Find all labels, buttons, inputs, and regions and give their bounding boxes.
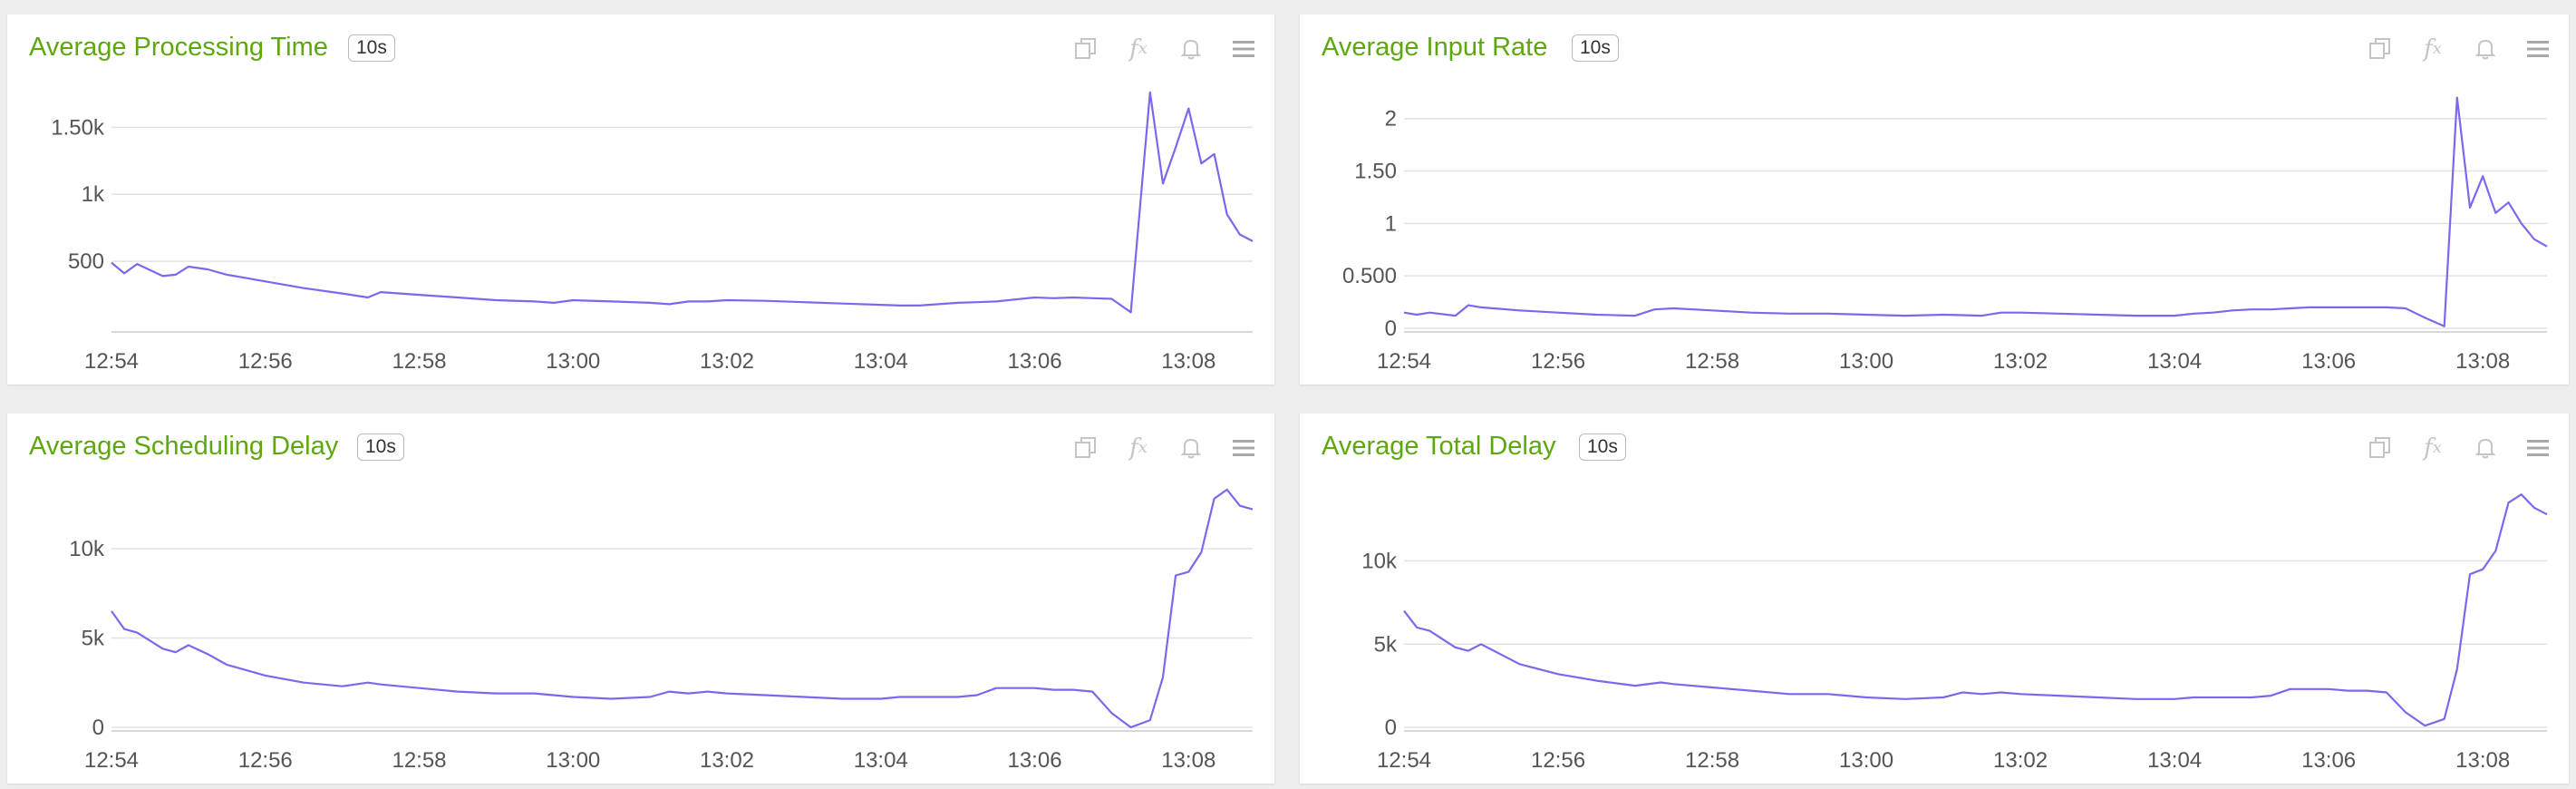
y-tick-label: 2 [1385,107,1397,132]
x-tick-label: 12:58 [1685,349,1739,374]
copy-icon[interactable] [1071,433,1100,463]
x-tick-label: 13:00 [1839,748,1893,773]
x-tick-label: 13:08 [2455,349,2510,374]
y-tick-label: 1.50k [51,115,105,140]
x-tick-label: 13:02 [1993,748,2048,773]
panel-title[interactable]: Average Input Rate [1322,33,1548,62]
copy-icon[interactable] [2366,433,2395,463]
x-tick-label: 13:02 [700,349,754,374]
x-tick-label: 13:04 [854,349,908,374]
series-line [1403,96,2548,327]
x-tick-label: 13:00 [546,349,600,374]
y-tick-label: 0 [1385,317,1397,341]
panel-title[interactable]: Average Scheduling Delay [29,432,339,461]
x-tick-label: 12:58 [1685,748,1739,773]
menu-icon[interactable] [2523,34,2552,63]
menu-icon[interactable] [2523,433,2552,463]
y-tick-label: 0 [92,716,104,740]
copy-icon[interactable] [2366,34,2395,63]
y-tick-label: 10k [1361,550,1398,574]
x-tick-label: 13:06 [2301,748,2356,773]
interval-badge: 10s [348,34,395,62]
panel-title[interactable]: Average Total Delay [1322,432,1556,461]
x-tick-label: 13:08 [2455,748,2510,773]
bell-icon[interactable] [2471,34,2500,63]
y-tick-label: 500 [68,249,104,274]
x-tick-label: 13:08 [1161,748,1215,773]
line-chart: 0 0.500 1 1.50 2 12:54 12:56 12:58 13:00 13:02 13:… [1342,96,2548,374]
panel-title[interactable]: Average Processing Time [29,33,328,62]
y-tick-label: 5k [1374,632,1398,657]
x-tick-label: 12:54 [1377,748,1431,773]
x-tick-label: 13:02 [1993,349,2048,374]
y-tick-label: 1k [82,182,105,207]
x-tick-label: 13:00 [546,748,600,773]
bell-icon[interactable] [2471,433,2500,463]
x-tick-label: 12:54 [84,349,139,374]
bell-icon[interactable] [1177,34,1206,63]
x-tick-label: 13:06 [1007,349,1061,374]
y-tick-label: 1 [1385,211,1397,236]
x-tick-label: 12:56 [1531,349,1585,374]
x-tick-label: 12:54 [84,748,139,773]
x-tick-label: 12:56 [238,349,293,374]
interval-badge: 10s [1579,433,1626,461]
series-line [111,91,1254,314]
series-line [111,488,1254,729]
line-chart: 0 5k 10k 12:54 12:56 12:58 13:00 13:02 13:04 13:0… [69,488,1254,773]
menu-icon[interactable] [1229,34,1258,63]
y-tick-label: 1.50 [1354,160,1397,184]
series-line [1403,493,2548,727]
x-tick-label: 13:00 [1839,349,1893,374]
x-tick-label: 13:02 [700,748,754,773]
copy-icon[interactable] [1071,34,1100,63]
bell-icon[interactable] [1177,433,1206,463]
x-tick-label: 13:04 [854,748,908,773]
x-tick-label: 12:56 [1531,748,1585,773]
x-tick-label: 13:04 [2147,349,2202,374]
interval-badge: 10s [1572,34,1619,62]
y-tick-label: 0 [1385,716,1397,740]
line-chart: 0 5k 10k 12:54 12:56 12:58 13:00 13:02 13:04 13:0… [1361,493,2548,773]
interval-badge: 10s [357,433,404,461]
y-tick-label: 5k [82,626,105,650]
y-tick-label: 10k [69,537,105,561]
x-tick-label: 13:04 [2147,748,2202,773]
x-tick-label: 12:56 [238,748,293,773]
line-chart: 500 1k 1.50k 12:54 12:56 12:58 13:00 13:02 13:04… [51,91,1254,374]
x-tick-label: 12:58 [392,748,446,773]
x-tick-label: 13:06 [1007,748,1061,773]
menu-icon[interactable] [1229,433,1258,463]
x-tick-label: 12:54 [1377,349,1431,374]
x-tick-label: 13:06 [2301,349,2356,374]
y-tick-label: 0.500 [1342,264,1397,288]
x-tick-label: 13:08 [1161,349,1215,374]
x-tick-label: 12:58 [392,349,446,374]
